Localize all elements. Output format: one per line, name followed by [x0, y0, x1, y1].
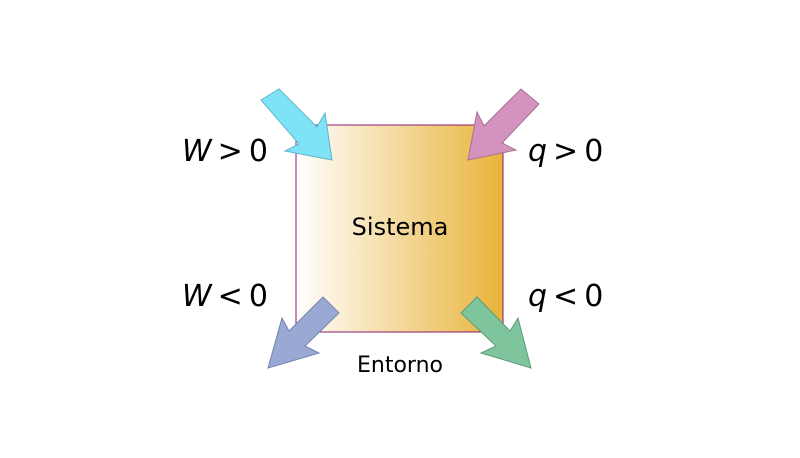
heat-out-arrow [460, 296, 532, 369]
heat-in-label: q >0 [528, 137, 603, 167]
work-in-value: 0 [248, 134, 268, 169]
heat-in-value: 0 [584, 134, 604, 169]
heat-out-variable: q [528, 279, 548, 314]
work-out-label: W <0 [182, 282, 268, 312]
work-out-value: 0 [248, 279, 268, 314]
work-in-operator: > [217, 134, 243, 169]
heat-in-variable: q [528, 134, 548, 169]
work-out-operator: < [217, 279, 243, 314]
surroundings-label: Entorno [357, 353, 443, 378]
heat-out-value: 0 [584, 279, 604, 314]
work-in-variable: W [182, 134, 212, 169]
heat-in-operator: > [553, 134, 579, 169]
heat-out-operator: < [553, 279, 579, 314]
heat-out-label: q <0 [528, 282, 603, 312]
work-in-label: W >0 [182, 137, 268, 167]
work-in-arrow [260, 88, 333, 161]
system-label: Sistema [351, 213, 449, 241]
work-out-variable: W [182, 279, 212, 314]
heat-in-arrow [467, 88, 540, 161]
work-out-arrow [267, 296, 340, 369]
